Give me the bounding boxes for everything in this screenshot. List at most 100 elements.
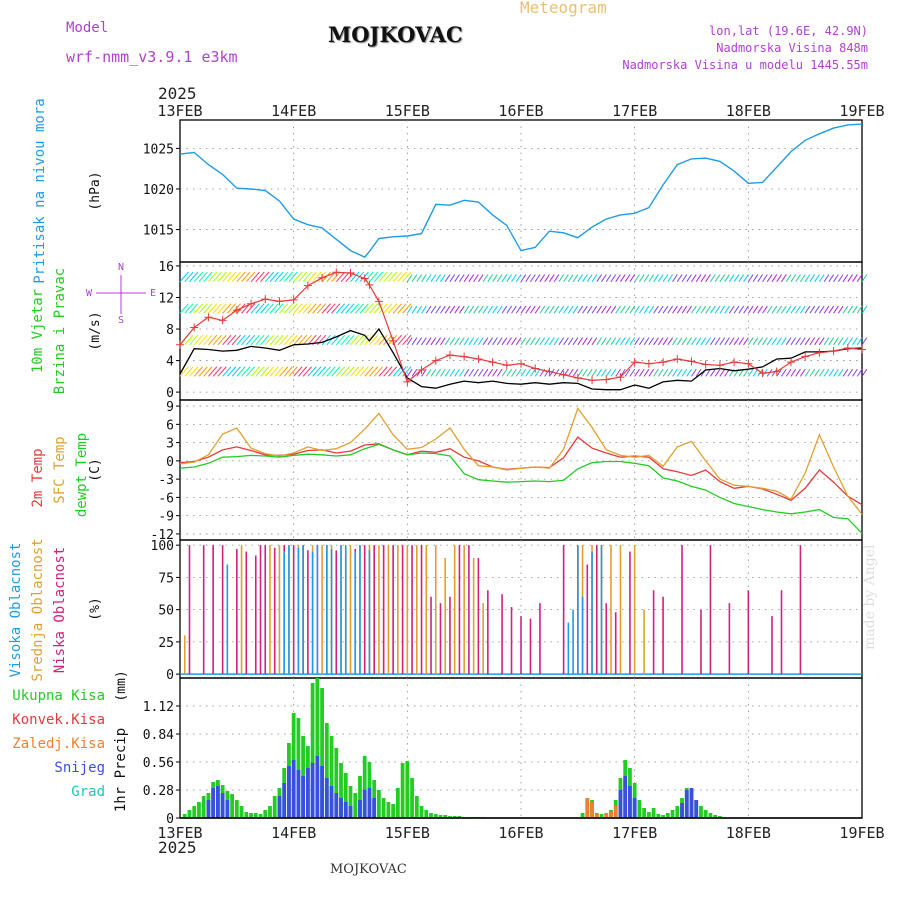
wind-barb [582, 368, 588, 377]
precip-bar [296, 718, 301, 818]
wind-barb [790, 337, 797, 346]
precip-bar [225, 800, 230, 818]
wind-barb [856, 274, 863, 282]
compass-e: E [150, 288, 156, 299]
wind-barb [638, 337, 645, 346]
y-tick-label: 9 [166, 400, 174, 415]
wind-barb [496, 274, 503, 282]
x-tick-label-bottom: 15FEB [385, 824, 430, 842]
wind-gust-marker [488, 358, 497, 367]
wind-barb [487, 305, 494, 314]
wind-barb [421, 305, 427, 314]
wind-barb [804, 274, 811, 282]
unit-label: (hPa) [88, 171, 103, 210]
wind-barb [530, 305, 536, 314]
wind-gust-marker [758, 369, 767, 378]
wind-barb [691, 274, 697, 282]
wind-barb [837, 305, 844, 314]
wind-barb [823, 337, 830, 346]
wind-barb [477, 368, 484, 377]
wind-barb [255, 271, 265, 283]
wind-barb [809, 305, 816, 314]
wind-barb [511, 305, 517, 314]
wind-barb [383, 366, 393, 377]
wind-barb [250, 366, 260, 377]
wind-barb [321, 303, 331, 314]
wind-barb [657, 305, 664, 314]
wind-barb [373, 271, 383, 283]
y-tick-label: 0 [166, 455, 174, 470]
wind-barb [686, 274, 692, 282]
wind-barb [511, 337, 517, 346]
x-tick-label-bottom: 13FEB [157, 824, 202, 842]
precip-bar [353, 793, 358, 818]
precip-legend-item: Ukupna Kisa [12, 688, 105, 704]
wind-barb [222, 271, 232, 283]
wind-barb [800, 274, 806, 282]
wind-barb [335, 303, 346, 314]
wind-barb [620, 337, 626, 346]
wind-barb [804, 337, 811, 346]
wind-barb [397, 271, 407, 283]
wind-barb [601, 337, 607, 346]
wind-barb [781, 337, 787, 346]
precip-bar [438, 815, 443, 818]
wind-barb [686, 337, 692, 346]
wind-barb [269, 334, 279, 346]
precip-bar [272, 796, 277, 818]
precip-bar [419, 806, 424, 818]
wind-barb [264, 271, 275, 283]
wind-gust-marker [659, 358, 668, 367]
wind-barb [771, 368, 778, 377]
wind-barb [620, 368, 626, 377]
wind-barb [241, 366, 251, 377]
wind-barb [222, 366, 232, 377]
precip-legend-item: Snijeg [54, 760, 105, 776]
wind-barb [762, 274, 768, 282]
wind-gust-marker [190, 323, 199, 332]
cloud-low-axis-title: Niska Oblacnost [52, 547, 68, 673]
wind-barb [842, 274, 849, 282]
wind-barb [189, 303, 199, 314]
wind-gust-marker [374, 297, 383, 306]
wind-barb [369, 334, 379, 346]
temp-line-dewpt-temp [179, 443, 863, 534]
wind-barb [700, 337, 707, 346]
compass-n: N [118, 262, 124, 273]
wind-barb [610, 337, 617, 346]
wind-barb [520, 337, 527, 346]
wind-gust-marker [858, 345, 866, 354]
wind-barb [231, 303, 241, 314]
wind-barb [321, 334, 331, 346]
y-tick-label: 12 [158, 291, 174, 306]
wind-barb [781, 305, 787, 314]
wind-barb [757, 337, 764, 346]
wind-barb [421, 274, 427, 282]
precip-bar [699, 806, 703, 818]
wind-barb [861, 337, 868, 346]
wind-barb [605, 274, 612, 282]
wind-barb [852, 337, 858, 346]
wind-barb [662, 305, 669, 314]
wind-barb [231, 366, 241, 377]
wind-barb [326, 334, 336, 346]
wind-barb [572, 274, 579, 282]
precip-bar [187, 810, 192, 818]
wind-barb [198, 271, 208, 283]
wind-gust-marker [318, 273, 327, 282]
wind-barb [269, 271, 279, 283]
wind-barb [818, 274, 825, 282]
wind-barb [288, 303, 298, 314]
wind-barb [833, 274, 839, 282]
precip-bar [329, 786, 334, 818]
wind-barb [454, 368, 460, 377]
wind-barb [279, 366, 289, 377]
wind-barb [288, 271, 298, 283]
precip-bar [452, 816, 457, 818]
wind-barb [534, 337, 541, 346]
sfc-axis-title: SFC Temp [52, 436, 68, 503]
wind-barb [601, 368, 607, 377]
wind-barb [710, 305, 716, 314]
wind-barb [624, 305, 631, 314]
wind-barb [814, 274, 820, 282]
